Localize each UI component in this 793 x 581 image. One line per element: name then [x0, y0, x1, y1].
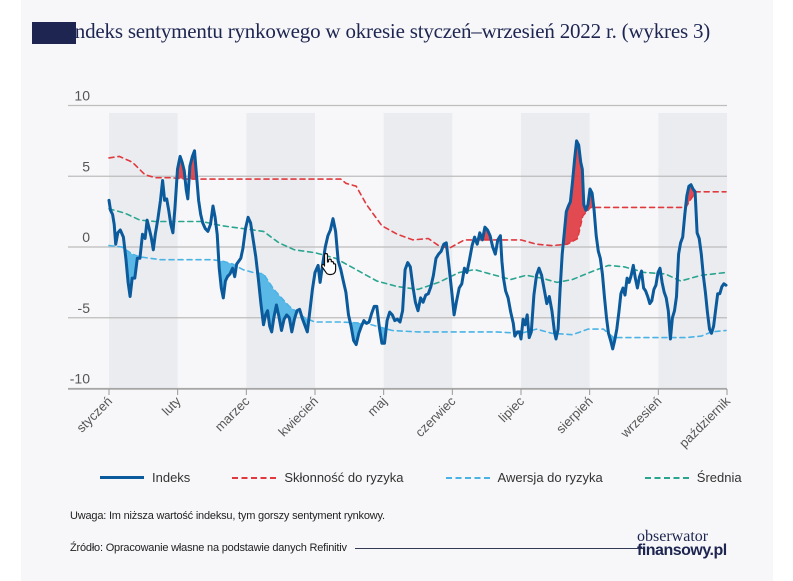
x-tick-label: marzec	[212, 393, 253, 434]
y-tick-label: 5	[82, 158, 90, 174]
y-tick-label: 10	[74, 88, 90, 104]
x-tick-label: maj	[364, 393, 389, 418]
month-bands	[109, 113, 727, 389]
x-tick-label: sierpień	[553, 394, 596, 437]
publisher-logo[interactable]: obserwator finansowy.pl	[637, 528, 727, 559]
month-band	[109, 113, 178, 389]
x-tick-label: styczeń	[73, 394, 115, 436]
series-line-awersja	[108, 244, 727, 339]
legend-label: Średnia	[696, 470, 742, 485]
legend-label: Awersja do ryzyka	[497, 470, 603, 485]
source-text: Źródło: Opracowanie własne na podstawie …	[70, 542, 347, 554]
legend-swatch-indeks	[100, 476, 144, 479]
chart-note: Uwaga: Im niższa wartość indeksu, tym go…	[70, 510, 385, 522]
legend-label: Indeks	[152, 470, 191, 485]
x-tick-label: czerwiec	[412, 393, 459, 440]
series-line-indeks	[107, 139, 728, 351]
x-tick-label: wrzesień	[617, 394, 665, 442]
chart-plot: 10 5 0 -5 -10 styczeń luty marzec kwiecień maj cz…	[68, 88, 733, 451]
x-tick-label: lipiec	[496, 393, 528, 425]
logo-line-2: finansowy.pl	[637, 542, 727, 559]
legend-item-indeks: Indeks	[100, 470, 190, 485]
hand-pointer-cursor-icon	[321, 252, 337, 276]
y-tick-label: -10	[70, 371, 90, 387]
chart-source: Źródło: Opracowanie własne na podstawie …	[70, 542, 645, 554]
chart-title: Indeks sentymentu rynkowego w okresie st…	[68, 19, 711, 43]
y-tick-label: 0	[82, 229, 90, 245]
legend-item-sklonnosc: Skłonność do ryzyka	[232, 470, 404, 485]
risk-off-fill	[257, 273, 297, 332]
source-divider	[354, 547, 645, 549]
legend-swatch-srednia	[644, 476, 689, 479]
risk-on-fill	[176, 156, 185, 179]
series-line-srednia	[108, 208, 727, 291]
month-band	[246, 113, 315, 389]
title-accent-block	[32, 22, 76, 44]
series-lines	[107, 139, 728, 351]
legend-swatch-sklonnosc	[232, 476, 277, 479]
month-band	[658, 113, 727, 389]
x-tick-label: październik	[676, 393, 733, 450]
y-tick-label: -5	[78, 300, 91, 316]
x-axis-ticks: styczeń luty marzec kwiecień maj czerwiec lipi…	[73, 389, 733, 451]
y-axis-ticks: 10 5 0 -5 -10	[70, 88, 90, 387]
legend-item-srednia: Średnia	[644, 470, 742, 485]
logo-line-1: obserwator	[637, 528, 709, 545]
legend-swatch-awersja	[445, 476, 490, 479]
legend-label: Skłonność do ryzyka	[284, 470, 404, 485]
legend-item-awersja: Awersja do ryzyka	[445, 470, 603, 485]
risk-on-fill	[563, 140, 594, 245]
x-tick-label: kwiecień	[275, 394, 321, 440]
x-tick-label: luty	[159, 393, 184, 418]
legend: Indeks Skłonność do ryzyka Awersja do ry…	[100, 470, 784, 485]
